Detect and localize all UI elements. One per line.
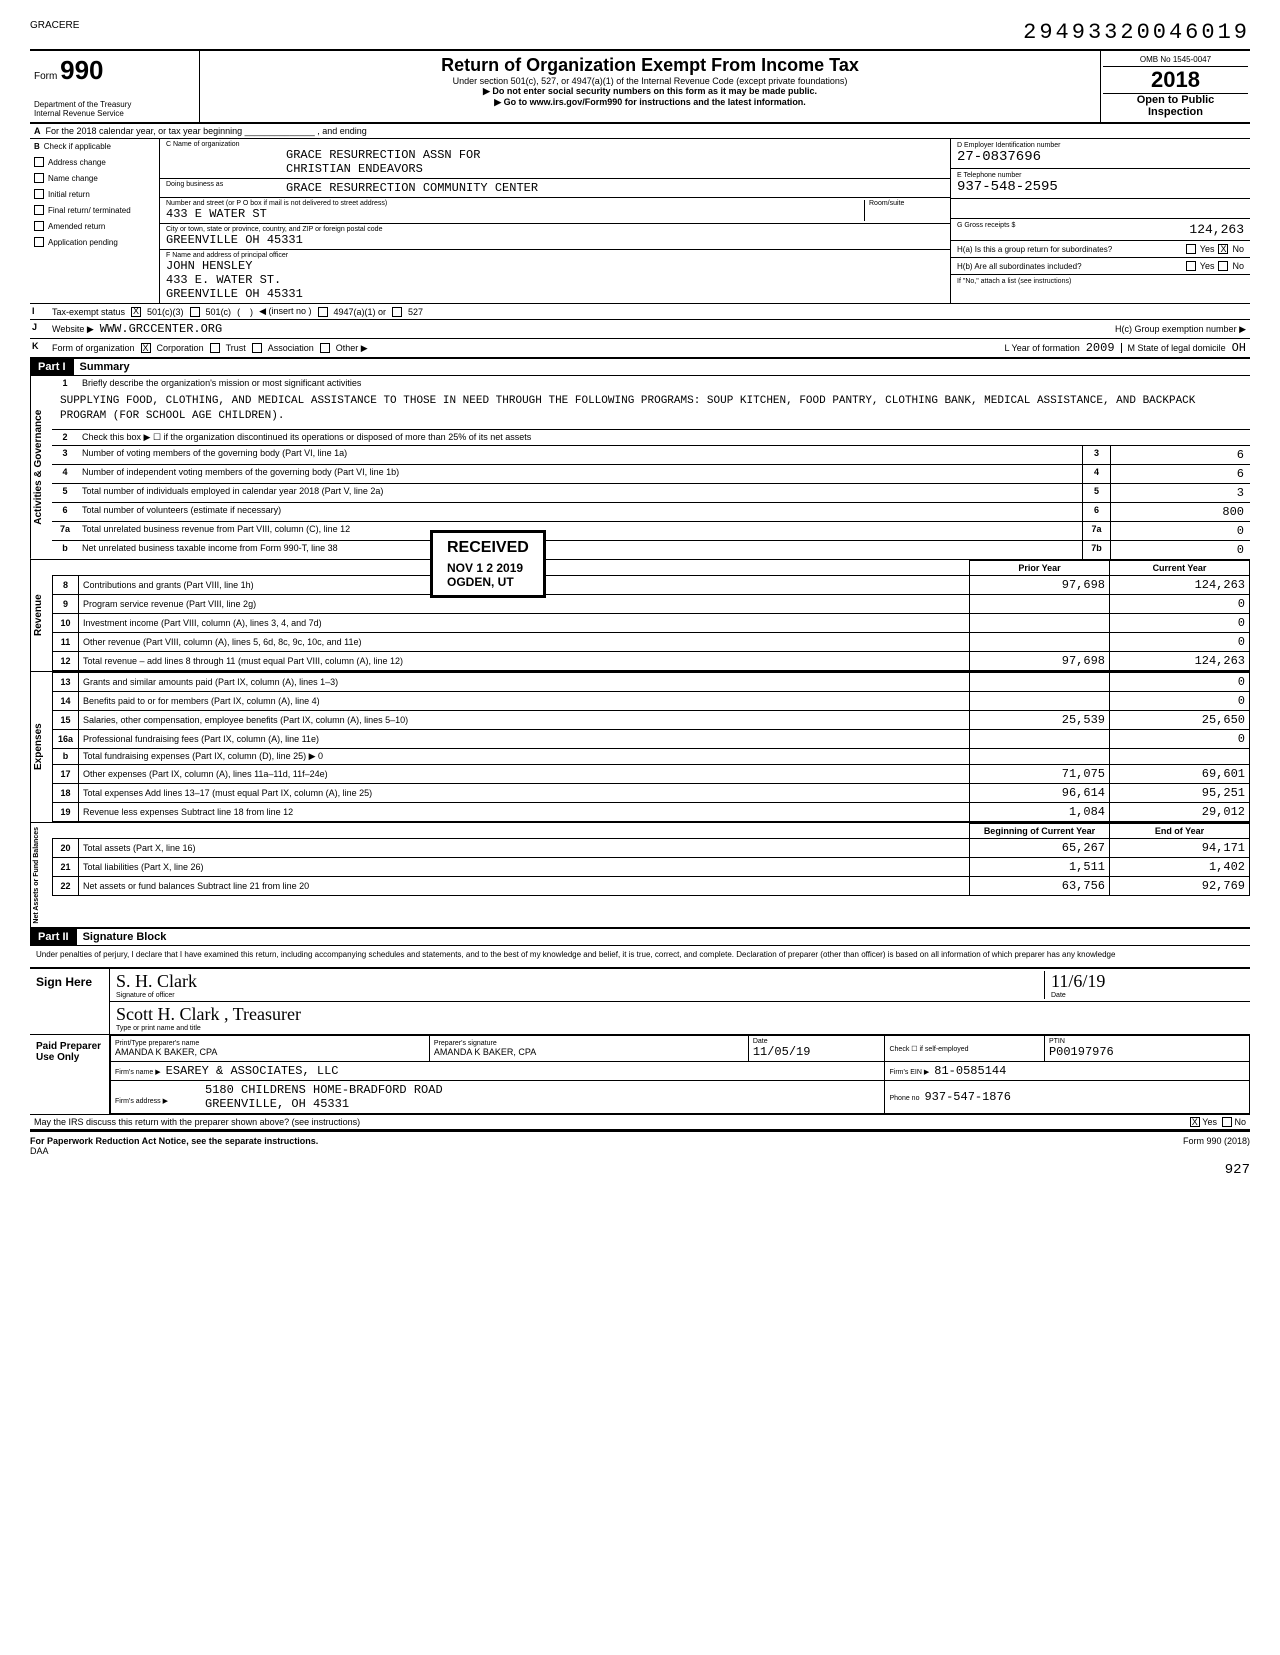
year-formation: 2009 [1086, 341, 1115, 355]
website: WWW.GRCCENTER.ORG [100, 322, 222, 336]
line-item: bNet unrelated business taxable income f… [52, 540, 1250, 559]
table-row: 19Revenue less expenses Subtract line 18… [53, 802, 1250, 821]
officer-signature: S. H. Clark [116, 971, 197, 991]
mission: SUPPLYING FOOD, CLOTHING, AND MEDICAL AS… [52, 390, 1250, 429]
officer-name: JOHN HENSLEY [166, 259, 944, 273]
form-title: Return of Organization Exempt From Incom… [208, 55, 1092, 76]
dln: 29493320046019 [1023, 20, 1250, 45]
form-header: Form 990 Department of the Treasury Inte… [30, 49, 1250, 124]
received-stamp: RECEIVED NOV 1 2 2019 OGDEN, UT [430, 530, 546, 598]
net-table: Beginning of Current YearEnd of Year 20T… [52, 823, 1250, 896]
subtitle: Under section 501(c), 527, or 4947(a)(1)… [208, 76, 1092, 86]
table-row: 21Total liabilities (Part X, line 26)1,5… [53, 857, 1250, 876]
row-i: I Tax-exempt status X501(c)(3) 501(c) ( … [30, 304, 1250, 320]
preparer-table: Print/Type preparer's nameAMANDA K BAKER… [110, 1035, 1250, 1114]
row-k: K Form of organization XCorporation Trus… [30, 339, 1250, 359]
table-row: 9Program service revenue (Part VIII, lin… [53, 594, 1250, 613]
table-row: 17Other expenses (Part IX, column (A), l… [53, 764, 1250, 783]
chk-final[interactable] [34, 205, 44, 215]
sign-date: 11/6/19 [1051, 971, 1105, 991]
ein: 27-0837696 [957, 149, 1244, 165]
omb: OMB No 1545-0047 [1103, 53, 1248, 67]
signature-block: Sign Here S. H. ClarkSignature of office… [30, 967, 1250, 1115]
row-a: A For the 2018 calendar year, or tax yea… [30, 124, 1250, 139]
prep-sig: AMANDA K BAKER, CPA [434, 1047, 536, 1057]
table-row: bTotal fundraising expenses (Part IX, co… [53, 748, 1250, 764]
open2: Inspection [1103, 106, 1248, 118]
declaration: Under penalties of perjury, I declare th… [30, 945, 1250, 963]
org-name2: CHRISTIAN ENDEAVORS [166, 162, 944, 176]
tab-governance: Activities & Governance [30, 376, 52, 559]
row-j: J Website ▶ WWW.GRCCENTER.ORG H(c) Group… [30, 320, 1250, 339]
table-row: 12Total revenue – add lines 8 through 11… [53, 651, 1250, 670]
top-bar: GRACERE 29493320046019 [30, 20, 1250, 45]
ptin: P00197976 [1049, 1045, 1114, 1059]
irs: Internal Revenue Service [34, 109, 195, 118]
check-column: B Check if applicable Address change Nam… [30, 139, 160, 303]
expense-table: 13Grants and similar amounts paid (Part … [52, 672, 1250, 822]
table-row: 8Contributions and grants (Part VIII, li… [53, 575, 1250, 594]
officer-city: GREENVILLE OH 45331 [166, 287, 944, 301]
chk-name[interactable] [34, 173, 44, 183]
city: GREENVILLE OH 45331 [166, 233, 944, 247]
right-column: D Employer Identification number 27-0837… [950, 139, 1250, 303]
revenue-table: Prior YearCurrent Year 8Contributions an… [52, 560, 1250, 671]
street: 433 E WATER ST [166, 207, 864, 221]
line-item: 6Total number of volunteers (estimate if… [52, 502, 1250, 521]
line-item: 3Number of voting members of the governi… [52, 445, 1250, 464]
warn1: ▶ Do not enter social security numbers o… [208, 86, 1092, 97]
table-row: 22Net assets or fund balances Subtract l… [53, 876, 1250, 895]
officer-printed: Scott H. Clark , Treasurer [116, 1004, 301, 1024]
table-row: 13Grants and similar amounts paid (Part … [53, 672, 1250, 691]
table-row: 10Investment income (Part VIII, column (… [53, 613, 1250, 632]
table-row: 20Total assets (Part X, line 16)65,26794… [53, 838, 1250, 857]
officer-addr: 433 E. WATER ST. [166, 273, 944, 287]
firm-addr: GREENVILLE, OH 45331 [205, 1097, 349, 1111]
part1-header: Part I [30, 359, 74, 375]
tab-expenses: Expenses [30, 672, 52, 822]
state: OH [1232, 341, 1246, 355]
form-number: 990 [60, 55, 103, 85]
part2-title: Signature Block [77, 929, 173, 945]
table-row: 18Total expenses Add lines 13–17 (must e… [53, 783, 1250, 802]
open1: Open to Public [1103, 94, 1248, 106]
footer: For Paperwork Reduction Act Notice, see … [30, 1131, 1250, 1156]
warn2: ▶ Go to www.irs.gov/Form990 for instruct… [208, 97, 1092, 108]
prep-date: 11/05/19 [753, 1045, 811, 1059]
section-b-k: B Check if applicable Address change Nam… [30, 139, 1250, 304]
table-row: 11Other revenue (Part VIII, column (A), … [53, 632, 1250, 651]
prep-name: AMANDA K BAKER, CPA [115, 1047, 217, 1057]
line-item: 7aTotal unrelated business revenue from … [52, 521, 1250, 540]
discuss-row: May the IRS discuss this return with the… [30, 1115, 1250, 1131]
org-name1: GRACE RESURRECTION ASSN FOR [166, 148, 944, 162]
chk-amend[interactable] [34, 221, 44, 231]
firm-phone: 937-547-1876 [924, 1090, 1010, 1104]
chk-app[interactable] [34, 237, 44, 247]
part1-title: Summary [74, 359, 136, 375]
chk-init[interactable] [34, 189, 44, 199]
tab-revenue: Revenue [30, 560, 52, 671]
phone: 937-548-2595 [957, 179, 1244, 195]
dba: GRACE RESURRECTION COMMUNITY CENTER [286, 181, 538, 195]
page-number: 927 [30, 1156, 1250, 1178]
name-column: C Name of organization GRACE RESURRECTIO… [160, 139, 950, 303]
tab-net-assets: Net Assets or Fund Balances [30, 823, 52, 928]
chk-addr[interactable] [34, 157, 44, 167]
line-item: 5Total number of individuals employed in… [52, 483, 1250, 502]
dept: Department of the Treasury [34, 100, 195, 109]
firm-name: ESAREY & ASSOCIATES, LLC [166, 1064, 339, 1078]
table-row: 15Salaries, other compensation, employee… [53, 710, 1250, 729]
line-item: 4Number of independent voting members of… [52, 464, 1250, 483]
table-row: 14Benefits paid to or for members (Part … [53, 691, 1250, 710]
gross-receipts: 124,263 [1189, 222, 1244, 237]
tax-year: 2018 [1103, 67, 1248, 94]
firm-ein: 81-0585144 [934, 1064, 1006, 1078]
part2-header: Part II [30, 929, 77, 945]
table-row: 16aProfessional fundraising fees (Part I… [53, 729, 1250, 748]
org-code: GRACERE [30, 20, 79, 31]
form-ref: Form 990 (2018) [1183, 1136, 1250, 1156]
